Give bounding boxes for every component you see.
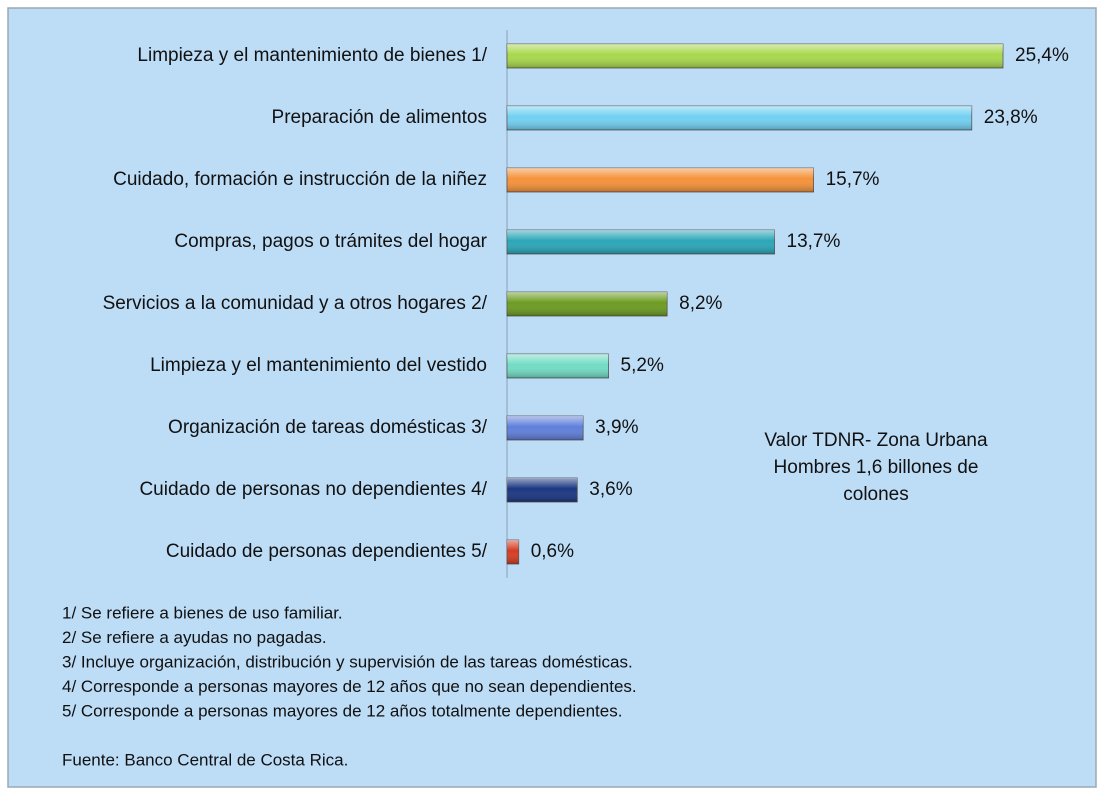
- bar-shade: [507, 230, 775, 254]
- value-label: 3,6%: [589, 479, 632, 500]
- bar-shade: [507, 416, 584, 440]
- annotation: colones: [843, 484, 909, 505]
- footnote: 3/ Incluye organización, distribución y …: [62, 652, 633, 671]
- footnote: 2/ Se refiere a ayudas no pagadas.: [62, 628, 327, 647]
- bar-shade: [507, 540, 519, 564]
- footnote: 4/ Corresponde a personas mayores de 12 …: [62, 677, 637, 696]
- value-label: 3,9%: [595, 417, 638, 438]
- footnote: 5/ Corresponde a personas mayores de 12 …: [62, 701, 622, 720]
- value-label: 8,2%: [679, 293, 722, 314]
- source: Fuente: Banco Central de Costa Rica.: [62, 750, 348, 769]
- annotation: Valor TDNR- Zona Urbana: [764, 430, 988, 451]
- category-label: Limpieza y el mantenimiento del vestido: [150, 355, 487, 376]
- value-label: 0,6%: [531, 541, 574, 562]
- bar-shade: [507, 106, 972, 130]
- value-label: 15,7%: [826, 169, 880, 190]
- category-label: Cuidado de personas dependientes 5/: [166, 541, 488, 562]
- value-label: 25,4%: [1015, 45, 1069, 66]
- annotation: Hombres 1,6 billones de: [774, 457, 979, 478]
- category-label: Cuidado de personas no dependientes 4/: [139, 479, 487, 500]
- category-label: Servicios a la comunidad y a otros hogar…: [103, 293, 488, 314]
- category-label: Limpieza y el mantenimiento de bienes 1/: [137, 45, 487, 66]
- bar-shade: [507, 44, 1003, 68]
- value-label: 13,7%: [787, 231, 841, 252]
- bar-shade: [507, 478, 578, 502]
- value-label: 23,8%: [984, 107, 1038, 128]
- bar-shade: [507, 354, 609, 378]
- chart-background: [7, 7, 1097, 788]
- bar-shade: [507, 168, 814, 192]
- category-label: Preparación de alimentos: [272, 107, 487, 128]
- value-label: 5,2%: [621, 355, 664, 376]
- category-label: Cuidado, formación e instrucción de la n…: [113, 169, 487, 190]
- bar-shade: [507, 292, 668, 316]
- footnote: 1/ Se refiere a bienes de uso familiar.: [62, 603, 343, 622]
- category-label: Organización de tareas domésticas 3/: [168, 417, 488, 438]
- category-label: Compras, pagos o trámites del hogar: [174, 231, 487, 252]
